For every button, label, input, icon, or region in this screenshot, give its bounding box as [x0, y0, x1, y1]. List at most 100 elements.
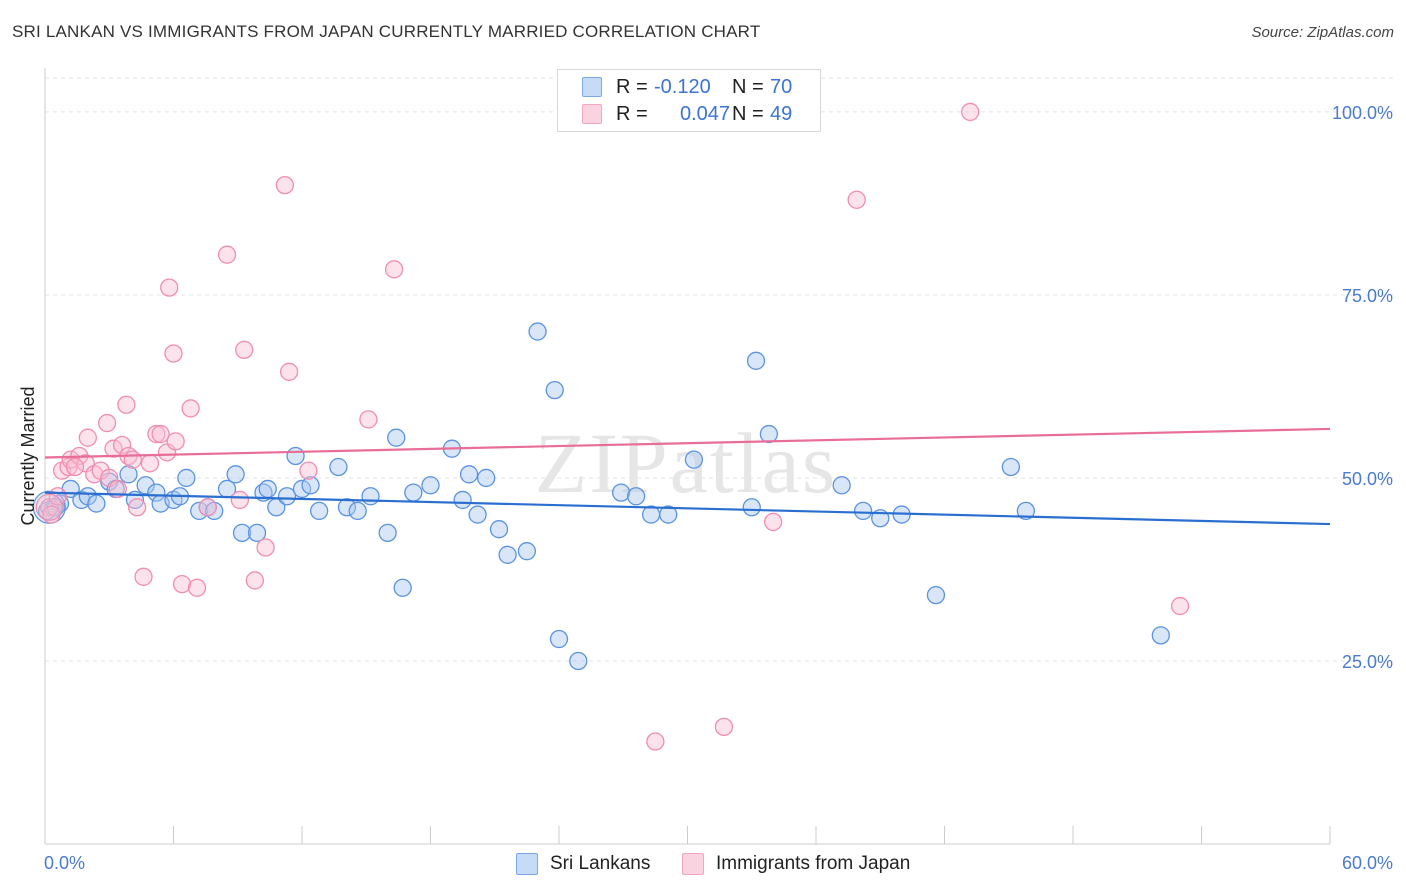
japan-point [714, 717, 734, 737]
legend-n-value: 70 [770, 75, 793, 98]
sri-lankans-point [177, 468, 196, 488]
japan-point [59, 457, 78, 477]
sri-lankans-point [361, 487, 380, 506]
sri-lankans-point [337, 498, 357, 517]
sri-lankans-point [404, 483, 423, 502]
japan-point [151, 424, 170, 444]
sri-lankans-points [32, 322, 1170, 671]
japan-point [198, 498, 217, 517]
japan-point [172, 574, 192, 594]
sri-lankans-point [378, 523, 397, 543]
chart-title: SRI LANKAN VS IMMIGRANTS FROM JAPAN CURR… [12, 22, 761, 41]
japan-point [235, 340, 254, 359]
sri-lankans-point [1001, 457, 1021, 477]
sri-lankans-point [1151, 626, 1170, 645]
japan-point [123, 450, 142, 469]
y-tick-label: 75.0% [1342, 286, 1393, 306]
source-label: Source: ZipAtlas.com [1251, 24, 1394, 41]
trend-lines [44, 427, 1331, 526]
sri-lankans-point [421, 476, 440, 495]
sri-lankans-point [387, 428, 406, 447]
japan-point [117, 395, 136, 414]
legend-r-label: R = [616, 102, 648, 125]
sri-lankans-point [746, 351, 766, 370]
sri-lankans-point [247, 523, 267, 543]
series-label-japan: Immigrants from Japan [716, 853, 911, 874]
sri-lankans-point [147, 483, 166, 502]
y-tick-label: 100.0% [1332, 103, 1393, 123]
japan-point [256, 538, 275, 557]
watermark: ZIPatlas [535, 415, 838, 511]
japan-point [127, 498, 147, 517]
legend-r-value: 0.047 [680, 102, 731, 125]
x-ticks [44, 826, 1331, 844]
japan-point [359, 410, 378, 429]
sri-lankans-point [853, 501, 873, 521]
sri-lankans-point [468, 505, 487, 524]
sri-lankans-point [684, 450, 704, 469]
series-legend-japan[interactable]: Immigrants from Japan [682, 851, 910, 877]
japan-point [646, 732, 665, 751]
japan-point [147, 424, 166, 444]
y-axis-label: Currently Married [18, 386, 38, 525]
legend-swatch-sri-lankans [582, 77, 602, 97]
japan-point [78, 428, 97, 447]
legend-n-label: N = [732, 75, 764, 98]
japan-point [65, 457, 85, 477]
japan-point [299, 461, 318, 480]
series-legend: Sri Lankans Immigrants from Japan [0, 851, 1406, 877]
sri-lankans-point [1016, 501, 1036, 521]
japan-point [245, 571, 265, 590]
japan-point [164, 344, 183, 363]
japan-point [230, 490, 250, 510]
japan-point [181, 399, 200, 418]
japan-point [275, 175, 295, 195]
sri-lankans-point [136, 476, 155, 495]
japan-point [384, 260, 404, 279]
gridlines [45, 77, 1393, 662]
sri-lankans-trend-line [44, 491, 1331, 526]
sri-lankans-point [659, 505, 678, 524]
sri-lankans-point [277, 487, 297, 506]
sri-lankans-point [759, 424, 779, 444]
japan-point [166, 432, 185, 451]
sri-lankans-point [286, 446, 305, 466]
legend-n-value: 49 [770, 102, 793, 125]
japan-point [961, 102, 980, 122]
y-tick-label: 25.0% [1342, 652, 1393, 672]
sri-lankans-point [232, 523, 252, 543]
sri-lankans-point [477, 468, 496, 488]
sri-lankans-point [498, 545, 517, 564]
sri-lankans-point [742, 498, 761, 517]
japan-cluster-point [35, 493, 63, 521]
sri-lankans-point [569, 651, 588, 671]
japan-points [35, 102, 1190, 751]
japan-point [187, 578, 207, 597]
japan-point [112, 435, 132, 455]
japan-point [1170, 596, 1190, 616]
japan-point [279, 362, 299, 381]
correlation-legend: R = -0.120 N = 70 R = 0.047 N = 49 [557, 69, 821, 132]
sri-lankans-point [87, 494, 106, 513]
sri-lankans-point [611, 483, 631, 502]
series-legend-sri-lankans[interactable]: Sri Lankans [516, 851, 650, 877]
japan-trend-line [44, 427, 1331, 459]
y-tick-label: 50.0% [1342, 469, 1393, 489]
sri-lankans-point [626, 487, 646, 506]
sri-lankans-point [309, 501, 329, 521]
japan-point [847, 190, 866, 209]
japan-point [134, 567, 153, 586]
sri-lankans-point [453, 490, 472, 510]
series-label-sri-lankans: Sri Lankans [550, 853, 651, 874]
legend-n-label: N = [732, 102, 764, 125]
sri-lankans-point [489, 520, 509, 539]
x-tick-label-max: 60.0% [1342, 853, 1393, 873]
legend-r-label: R = [616, 75, 648, 98]
series-swatch-sri-lankans [516, 853, 538, 875]
japan-point [764, 512, 783, 532]
japan-point [160, 278, 179, 297]
x-tick-label-min: 0.0% [44, 853, 85, 873]
legend-swatch-japan [582, 104, 602, 124]
sri-lankans-point [926, 585, 946, 605]
sri-lankans-point [528, 322, 547, 341]
